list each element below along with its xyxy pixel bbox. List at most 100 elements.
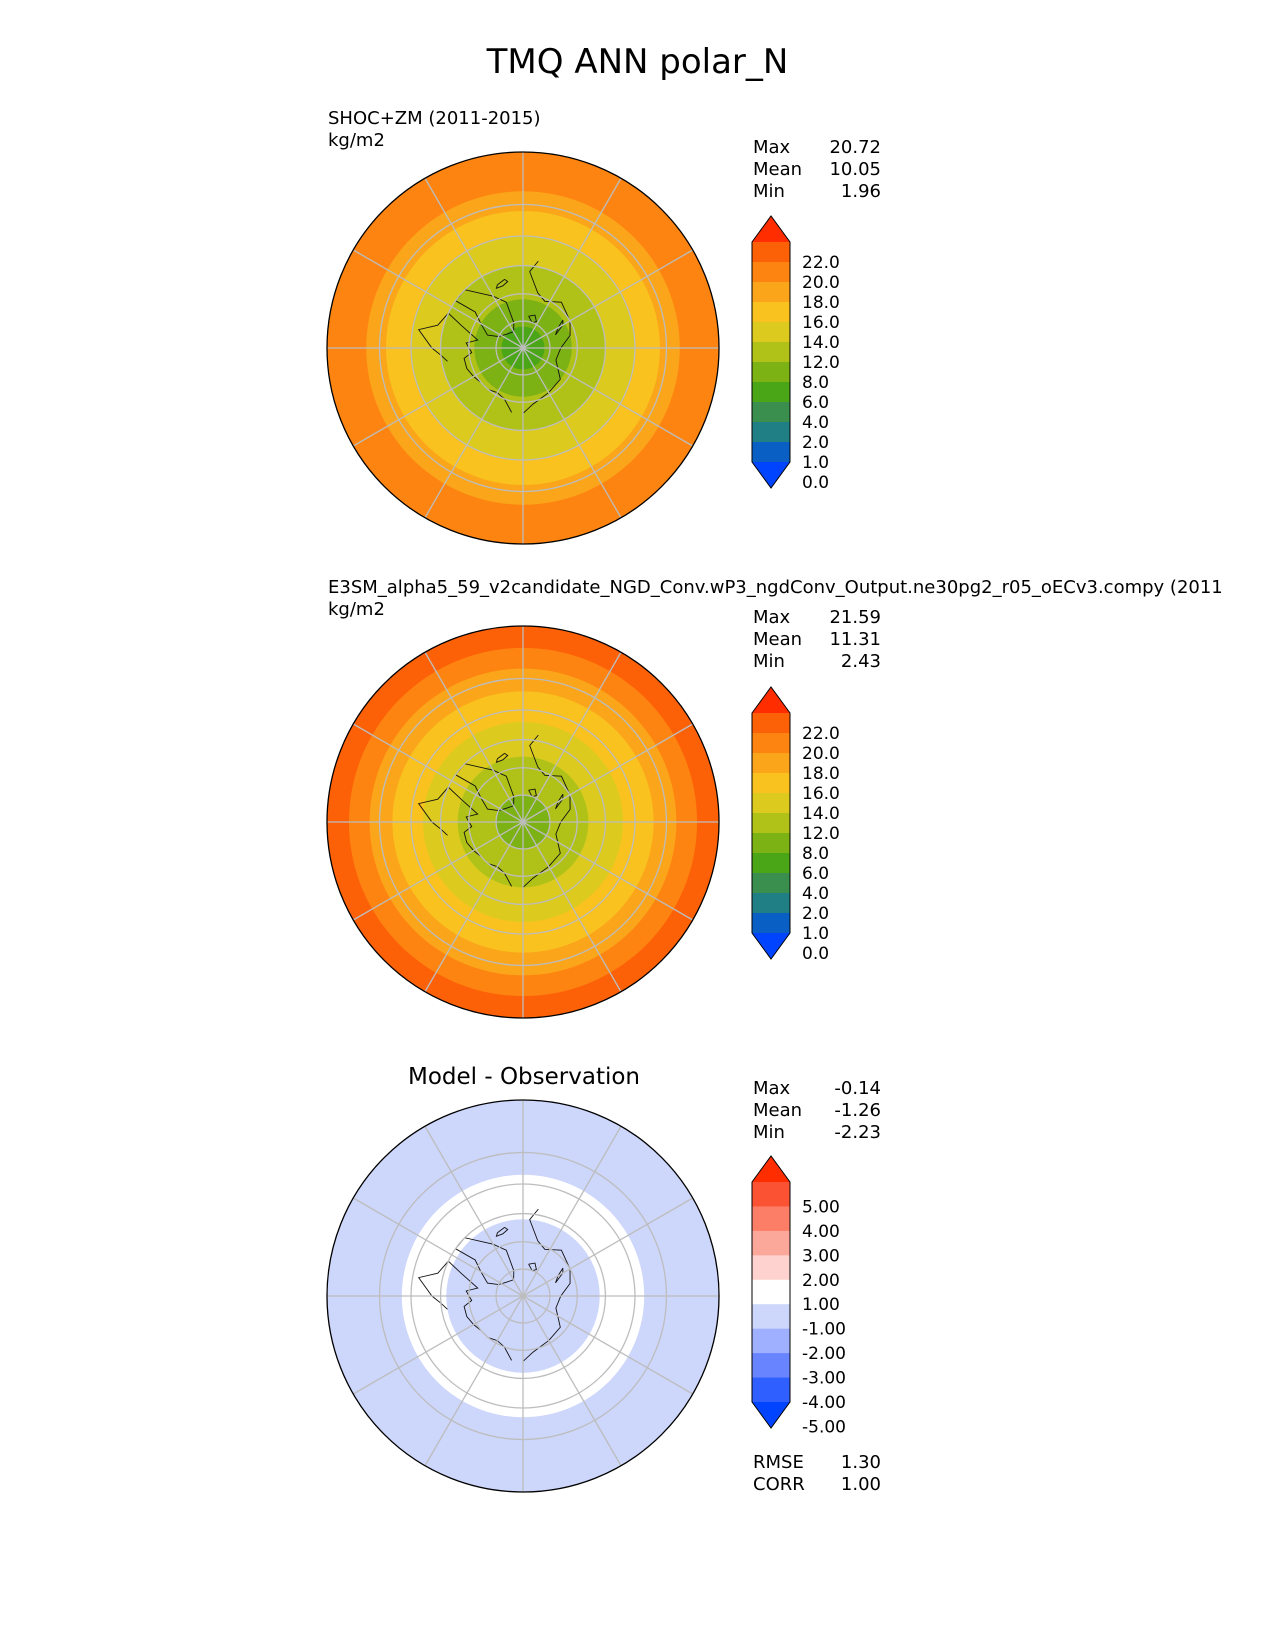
colorbar-segment-0 bbox=[752, 713, 790, 734]
colorbar-tick-label: 3.00 bbox=[802, 1246, 840, 1266]
map-3-graticule bbox=[327, 1100, 719, 1492]
map-1-graticule bbox=[327, 152, 719, 544]
meridian-330 bbox=[424, 177, 524, 349]
colorbar-outline bbox=[751, 215, 791, 489]
colorbar-extend-min bbox=[752, 462, 790, 488]
figure-title: TMQ ANN polar_N bbox=[486, 42, 789, 82]
colorbar-segment-8 bbox=[752, 1377, 790, 1403]
meridian-240 bbox=[352, 821, 524, 921]
colorbar-tick-label: 8.0 bbox=[802, 844, 829, 864]
panel-3-stats: Max -0.14 Mean -1.26 Min -2.23 bbox=[753, 1078, 881, 1144]
map-3-border bbox=[326, 1099, 720, 1493]
coastline-3 bbox=[495, 753, 509, 764]
colorbar-segment-7 bbox=[752, 382, 790, 403]
meridian-300 bbox=[352, 723, 524, 823]
colorbar-tick-label: 5.00 bbox=[802, 1197, 840, 1217]
meridian-120 bbox=[522, 821, 694, 921]
colorbar-tick-label: -4.00 bbox=[802, 1393, 846, 1413]
colorbar-tick-label: 6.0 bbox=[802, 864, 829, 884]
colorbar-segment-5 bbox=[752, 1304, 790, 1330]
stat-max: Max -0.14 bbox=[753, 1078, 881, 1099]
meridian-120 bbox=[522, 347, 694, 447]
colorbar-2: 22.020.018.016.014.012.08.06.04.02.01.00… bbox=[751, 686, 840, 964]
colorbar-segment-2 bbox=[752, 753, 790, 774]
colorbar-tick-label: 2.0 bbox=[802, 433, 829, 453]
colorbar-tick-label: -3.00 bbox=[802, 1369, 846, 1389]
colorbar-tick-label: 2.0 bbox=[802, 904, 829, 924]
meridian-300 bbox=[352, 1197, 524, 1297]
panel-1-stats: Max 20.72 Mean 10.05 Min 1.96 bbox=[753, 137, 881, 203]
colorbar-extend-min bbox=[752, 1402, 790, 1428]
colorbar-segment-0 bbox=[752, 1182, 790, 1207]
colorbar-tick-label: 22.0 bbox=[802, 253, 840, 273]
stat-min: Min -2.23 bbox=[753, 1122, 881, 1143]
colorbar-tick-label: 14.0 bbox=[802, 804, 840, 824]
colorbar-segment-9 bbox=[752, 422, 790, 443]
colorbar-segment-2 bbox=[752, 1230, 790, 1256]
colorbar-outline bbox=[751, 686, 791, 960]
coastline-4 bbox=[528, 314, 537, 324]
colorbar-segment-6 bbox=[752, 833, 790, 854]
colorbar-tick-label: -1.00 bbox=[802, 1320, 846, 1340]
map-2 bbox=[326, 625, 720, 1019]
colorbar-segment-4 bbox=[752, 1279, 790, 1305]
stat-mean: Mean 11.31 bbox=[753, 629, 881, 650]
colorbar-1: 22.020.018.016.014.012.08.06.04.02.01.00… bbox=[751, 215, 840, 493]
meridian-330 bbox=[424, 1125, 524, 1297]
coastline-4 bbox=[528, 788, 537, 798]
colorbar-segment-6 bbox=[752, 1328, 790, 1354]
colorbar-tick-label: 1.0 bbox=[802, 453, 829, 473]
colorbar-segment-7 bbox=[752, 853, 790, 874]
panel-3-title: Model - Observation bbox=[407, 1064, 641, 1090]
colorbar-segment-2 bbox=[752, 282, 790, 303]
colorbar-tick-label: 1.00 bbox=[802, 1295, 840, 1315]
colorbar-tick-label: 8.0 bbox=[802, 373, 829, 393]
colorbar-extend-max bbox=[752, 687, 790, 713]
colorbar-tick-label: -2.00 bbox=[802, 1344, 846, 1364]
map-1 bbox=[326, 151, 720, 545]
meridian-210 bbox=[424, 347, 524, 519]
colorbar-tick-label: -5.00 bbox=[802, 1417, 846, 1437]
colorbar-segment-8 bbox=[752, 873, 790, 894]
panel-1-units: kg/m2 bbox=[328, 130, 385, 151]
coastline-1 bbox=[455, 1237, 515, 1286]
colorbar-segment-1 bbox=[752, 733, 790, 754]
coastline-4 bbox=[528, 1262, 537, 1272]
colorbar-tick-label: 0.0 bbox=[802, 473, 829, 493]
stat-min: Min 1.96 bbox=[753, 181, 881, 202]
colorbar-segment-10 bbox=[752, 913, 790, 934]
coastline-1 bbox=[455, 763, 515, 812]
stat-min: Min 2.43 bbox=[753, 651, 881, 672]
stat-max: Max 20.72 bbox=[753, 137, 881, 158]
meridian-60 bbox=[522, 249, 694, 349]
colorbar-tick-label: 4.0 bbox=[802, 413, 829, 433]
coastline-3 bbox=[495, 279, 509, 290]
stat-mean: Mean 10.05 bbox=[753, 159, 881, 180]
meridian-30 bbox=[522, 1125, 622, 1297]
meridian-30 bbox=[522, 177, 622, 349]
meridian-300 bbox=[352, 249, 524, 349]
panel-1-title: SHOC+ZM (2011-2015) bbox=[328, 108, 541, 129]
meridian-330 bbox=[424, 651, 524, 823]
metric-rmse: RMSE 1.30 bbox=[753, 1452, 881, 1473]
colorbar-segment-1 bbox=[752, 1206, 790, 1232]
colorbar-segment-7 bbox=[752, 1353, 790, 1379]
colorbar-tick-label: 12.0 bbox=[802, 824, 840, 844]
meridian-150 bbox=[522, 347, 622, 519]
stat-max: Max 21.59 bbox=[753, 607, 881, 628]
meridian-120 bbox=[522, 1295, 694, 1395]
map-2-border bbox=[326, 625, 720, 1019]
colorbar-segment-1 bbox=[752, 262, 790, 283]
map-3 bbox=[326, 1099, 720, 1493]
coastline-1 bbox=[455, 289, 515, 338]
colorbar-3: 5.00 4.00 3.00 2.00 1.00 -1.00 -2.00 -3.00 -4.00… bbox=[751, 1155, 846, 1437]
map-2-graticule bbox=[327, 626, 719, 1018]
coastline-5 bbox=[555, 1267, 564, 1284]
colorbar-segment-6 bbox=[752, 362, 790, 383]
colorbar-tick-label: 14.0 bbox=[802, 333, 840, 353]
colorbar-tick-label: 2.00 bbox=[802, 1271, 840, 1291]
colorbar-segment-5 bbox=[752, 342, 790, 363]
stat-mean: Mean -1.26 bbox=[753, 1100, 881, 1121]
colorbar-tick-label: 4.0 bbox=[802, 884, 829, 904]
